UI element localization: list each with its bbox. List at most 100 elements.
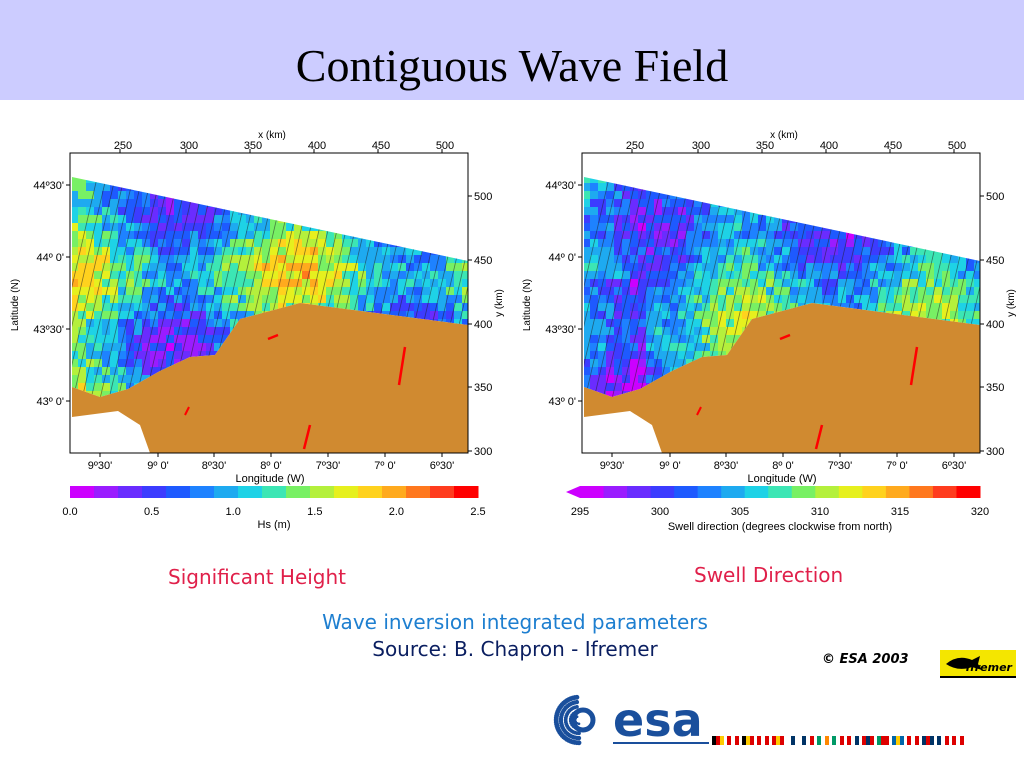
colorbar-swatch <box>862 486 887 498</box>
flag-fi-icon <box>787 736 799 745</box>
colorbar-swatch <box>166 486 191 498</box>
colorbar-title: Swell direction (degrees clockwise from … <box>668 521 892 533</box>
colorbar-swatch <box>334 486 359 498</box>
colorbar-swatch <box>430 486 455 498</box>
longitude-tick-label: 9º30' <box>88 460 112 472</box>
colorbar-tick-label: 295 <box>571 506 589 518</box>
colorbar-tick-label: 305 <box>731 506 749 518</box>
colorbar-swatch <box>674 486 699 498</box>
title-band <box>0 0 1024 100</box>
flag-be-icon <box>742 736 754 745</box>
longitude-tick-label: 8º30' <box>202 460 226 472</box>
colorbar-swatch <box>697 486 722 498</box>
colorbar-swatch <box>744 486 769 498</box>
colorbar-tick-label: 300 <box>651 506 669 518</box>
flag-nl-icon <box>847 736 859 745</box>
x-km-tick-label: 350 <box>244 140 262 152</box>
x-km-tick-label: 250 <box>626 140 644 152</box>
colorbar-swatch <box>118 486 143 498</box>
colorbar-swatch <box>768 486 793 498</box>
colorbar-tick-label: 2.0 <box>389 506 404 518</box>
longitude-tick-label: 7º 0' <box>374 460 395 472</box>
longitude-tick-label: 9º 0' <box>659 460 680 472</box>
x-km-tick-label: 450 <box>372 140 390 152</box>
map-axes: 250 300 350 400 450 500 x (km) 500 450 400 350 300 y… <box>522 130 1017 485</box>
latitude-tick-label: 43º30' <box>33 324 64 336</box>
esa-dots-icon <box>553 694 596 746</box>
colorbar-hs: 0.0 0.5 1.0 1.5 2.0 2.5 Hs (m) <box>62 486 486 531</box>
x-axis-title: x (km) <box>258 130 286 141</box>
y-km-tick-label: 500 <box>986 191 1004 203</box>
colorbar-swatch <box>956 486 981 498</box>
flag-ch-icon <box>907 736 919 745</box>
colorbar-swatch <box>791 486 816 498</box>
colorbar-tick-label: 1.5 <box>307 506 322 518</box>
colorbar-swatch <box>603 486 628 498</box>
latitude-axis-title: Latitude (N) <box>10 279 21 331</box>
colorbar-swatch <box>885 486 910 498</box>
y-axis-title: y (km) <box>1006 289 1017 317</box>
caption-swell-direction: Swell Direction <box>694 563 844 587</box>
flag-dk-icon <box>757 736 769 745</box>
latitude-tick-label: 43º 0' <box>36 396 64 408</box>
flag-gb-icon <box>922 736 934 745</box>
colorbar-swatch <box>627 486 652 498</box>
ifremer-fish-icon <box>946 656 982 670</box>
x-km-tick-label: 250 <box>114 140 132 152</box>
y-km-tick-label: 500 <box>474 191 492 203</box>
longitude-tick-label: 9º 0' <box>147 460 168 472</box>
latitude-tick-label: 44º30' <box>33 180 64 192</box>
colorbar-swatch <box>932 486 957 498</box>
colorbar-swell-direction: 295 300 305 310 315 320 Swell direction (degr… <box>566 486 989 533</box>
flag-es-icon <box>772 736 784 745</box>
flag-ca-icon <box>952 736 964 745</box>
x-km-tick-label: 300 <box>180 140 198 152</box>
esa-logo-text: esa <box>613 693 703 747</box>
latitude-tick-label: 44º30' <box>545 180 576 192</box>
colorbar-tick-label: 315 <box>891 506 909 518</box>
ifremer-logo-text: Ifremer <box>965 661 1012 674</box>
y-km-tick-label: 400 <box>986 319 1004 331</box>
map-land <box>584 303 980 453</box>
x-km-tick-label: 450 <box>884 140 902 152</box>
y-km-tick-label: 400 <box>474 319 492 331</box>
x-km-tick-label: 400 <box>820 140 838 152</box>
map-panel-swell-direction: 250 300 350 400 450 500 x (km) 500 450 400 350 300 y… <box>522 130 1017 485</box>
colorbar-swatch <box>358 486 383 498</box>
flag-fr-icon <box>802 736 814 745</box>
colorbar-title: Hs (m) <box>258 519 291 531</box>
map-frame <box>69 152 469 454</box>
esa-member-flags <box>712 736 964 746</box>
longitude-tick-label: 7º30' <box>316 460 340 472</box>
ifremer-logo: Ifremer <box>940 650 1016 678</box>
footer-line-2: Source: B. Chapron - Ifremer <box>372 637 658 661</box>
map-frame <box>581 152 981 454</box>
esa-logo: esa <box>553 693 709 747</box>
y-km-tick-label: 300 <box>986 446 1004 458</box>
map-land <box>72 303 468 453</box>
colorbar-tick-label: 0.5 <box>144 506 159 518</box>
caption-significant-height: Significant Height <box>168 565 347 589</box>
longitude-tick-label: 8º30' <box>714 460 738 472</box>
colorbar-tick-label: 2.5 <box>470 506 485 518</box>
colorbar-tick-label: 310 <box>811 506 829 518</box>
x-km-tick-label: 500 <box>948 140 966 152</box>
colorbar-tick-label: 0.0 <box>62 506 77 518</box>
y-km-tick-label: 300 <box>474 446 492 458</box>
colorbar-swatch <box>815 486 840 498</box>
flag-it-icon <box>832 736 844 745</box>
y-km-tick-label: 350 <box>474 382 492 394</box>
y-axis-title: y (km) <box>494 289 505 317</box>
longitude-axis-title: Longitude (W) <box>235 473 304 485</box>
footer-line-1: Wave inversion integrated parameters <box>322 610 708 634</box>
colorbar-swatch <box>406 486 431 498</box>
longitude-tick-label: 9º30' <box>600 460 624 472</box>
colorbar-swatch <box>214 486 239 498</box>
colorbar-tick-label: 1.0 <box>226 506 241 518</box>
latitude-tick-label: 44º 0' <box>548 252 576 264</box>
x-km-tick-label: 400 <box>308 140 326 152</box>
y-km-tick-label: 450 <box>986 255 1004 267</box>
map-panel-significant-height: 250 300 350 400 450 500 x (km) 500 450 400 350 300 y… <box>10 130 505 485</box>
y-km-tick-label: 450 <box>474 255 492 267</box>
colorbar-extend-arrow <box>566 486 580 498</box>
